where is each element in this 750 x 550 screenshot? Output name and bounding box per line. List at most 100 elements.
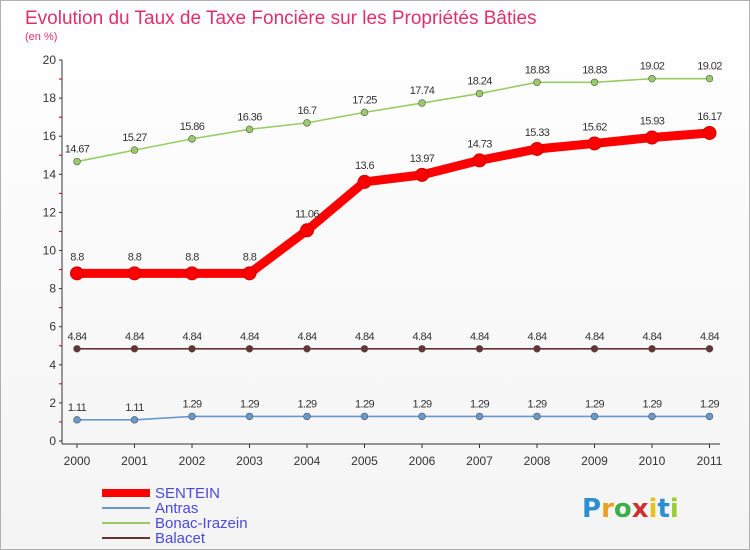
x-tick-label: 2007 bbox=[466, 454, 493, 468]
proxiti-logo: Proxiti bbox=[582, 494, 679, 524]
data-point bbox=[360, 345, 369, 353]
series-bonac-irazein: 14.67 15.27 15.86 16.36 16.7 17.25 17.74 18.24 1… bbox=[65, 61, 723, 166]
x-tick-label: 2008 bbox=[524, 454, 551, 468]
data-label: 11.06 bbox=[295, 208, 319, 220]
y-tick-label: 12 bbox=[43, 205, 57, 219]
y-tick-label: 10 bbox=[43, 244, 57, 258]
data-point bbox=[188, 345, 196, 353]
data-label: 1.29 bbox=[470, 398, 489, 410]
data-label: 17.25 bbox=[352, 94, 377, 106]
data-point bbox=[648, 412, 656, 421]
data-point bbox=[645, 130, 659, 145]
legend-item-balacet: Balacet bbox=[102, 530, 206, 547]
data-label: 4.84 bbox=[182, 331, 201, 343]
x-tick-label: 2000 bbox=[64, 454, 91, 468]
data-point bbox=[303, 119, 311, 127]
data-label: 1.29 bbox=[240, 398, 259, 410]
data-point bbox=[590, 345, 599, 353]
data-point bbox=[300, 223, 314, 238]
data-point bbox=[705, 412, 714, 421]
data-label: 4.84 bbox=[642, 331, 661, 343]
data-point bbox=[130, 146, 139, 154]
data-label: 1.29 bbox=[585, 398, 604, 410]
data-point bbox=[185, 266, 199, 281]
data-label: 4.84 bbox=[527, 331, 546, 343]
data-label: 4.84 bbox=[412, 331, 431, 343]
data-label: 1.11 bbox=[68, 402, 87, 414]
data-point bbox=[415, 167, 429, 182]
data-label: 1.29 bbox=[527, 398, 546, 410]
data-point bbox=[245, 125, 254, 134]
data-point bbox=[533, 78, 541, 86]
data-label: 15.33 bbox=[525, 127, 550, 139]
data-label: 1.29 bbox=[182, 398, 201, 410]
x-tick-label: 2011 bbox=[697, 454, 723, 468]
data-label: 4.84 bbox=[355, 331, 374, 343]
x-tick-label: 2001 bbox=[121, 454, 148, 468]
data-point bbox=[533, 412, 541, 421]
data-point bbox=[73, 416, 81, 424]
y-tick-label: 4 bbox=[49, 358, 56, 372]
x-tick-label: 2010 bbox=[639, 454, 666, 468]
data-point bbox=[245, 412, 254, 421]
data-label: 4.84 bbox=[125, 331, 144, 343]
data-point bbox=[245, 345, 254, 353]
logo-letter: r bbox=[601, 494, 614, 524]
data-point bbox=[127, 266, 142, 281]
data-label: 4.84 bbox=[585, 331, 604, 343]
legend-item-bonac-irazein: Bonac-Irazein bbox=[102, 515, 248, 532]
data-point bbox=[472, 153, 487, 168]
logo-letter: i bbox=[670, 494, 679, 524]
x-tick-label: 2009 bbox=[581, 454, 608, 468]
y-tick-label: 20 bbox=[43, 53, 57, 67]
legend-label: Balacet bbox=[155, 530, 206, 547]
data-point bbox=[475, 345, 484, 353]
logo-letter: P bbox=[582, 494, 601, 524]
data-point bbox=[705, 345, 714, 353]
data-label: 1.11 bbox=[125, 402, 144, 414]
y-tick-label: 16 bbox=[43, 129, 57, 143]
data-point bbox=[648, 74, 656, 83]
x-tick-label: 2004 bbox=[294, 454, 321, 468]
data-label: 4.84 bbox=[700, 331, 719, 343]
data-point bbox=[242, 266, 257, 281]
data-point bbox=[130, 416, 139, 424]
data-point bbox=[188, 412, 196, 421]
data-point bbox=[702, 125, 717, 140]
data-point bbox=[590, 78, 599, 86]
series-line bbox=[76, 415, 711, 421]
data-point bbox=[475, 412, 484, 421]
series-balacet: 4.84 4.84 4.84 4.84 4.84 4.84 4.84 4.84 4.84 4.84… bbox=[67, 331, 720, 353]
data-point bbox=[188, 135, 196, 143]
data-label: 15.93 bbox=[640, 116, 665, 128]
data-label: 4.84 bbox=[297, 331, 316, 343]
data-point bbox=[303, 345, 311, 353]
chart-title: Evolution du Taux de Taxe Foncière sur l… bbox=[25, 8, 537, 29]
data-label: 1.29 bbox=[700, 398, 719, 410]
data-point bbox=[418, 99, 426, 107]
data-point bbox=[418, 345, 426, 353]
data-label: 4.84 bbox=[470, 331, 489, 343]
series-sentein: 8.8 8.8 8.8 8.8 11.06 13.6 13.97 14.73 15.33 15.6… bbox=[70, 111, 723, 281]
y-tick-label: 8 bbox=[49, 282, 56, 296]
data-point bbox=[357, 174, 372, 189]
data-label: 15.62 bbox=[582, 121, 607, 133]
data-point bbox=[360, 412, 369, 421]
data-label: 4.84 bbox=[240, 331, 259, 343]
data-label: 15.86 bbox=[180, 121, 205, 133]
x-tick-label: 2005 bbox=[351, 454, 378, 468]
y-tick-label: 18 bbox=[43, 91, 57, 105]
data-label: 8.8 bbox=[128, 251, 142, 263]
data-label: 16.7 bbox=[297, 105, 316, 117]
series-line bbox=[72, 128, 714, 278]
data-label: 18.83 bbox=[582, 64, 607, 76]
series-antras: 1.11 1.11 1.29 1.29 1.29 1.29 1.29 1.29 1.29 1.29… bbox=[68, 398, 720, 424]
data-label: 1.29 bbox=[412, 398, 431, 410]
x-tick-label: 2002 bbox=[179, 454, 206, 468]
data-point bbox=[73, 345, 81, 353]
data-label: 4.84 bbox=[67, 331, 86, 343]
data-label: 17.74 bbox=[410, 85, 435, 97]
y-tick-label: 14 bbox=[43, 167, 57, 181]
data-point bbox=[475, 89, 484, 98]
